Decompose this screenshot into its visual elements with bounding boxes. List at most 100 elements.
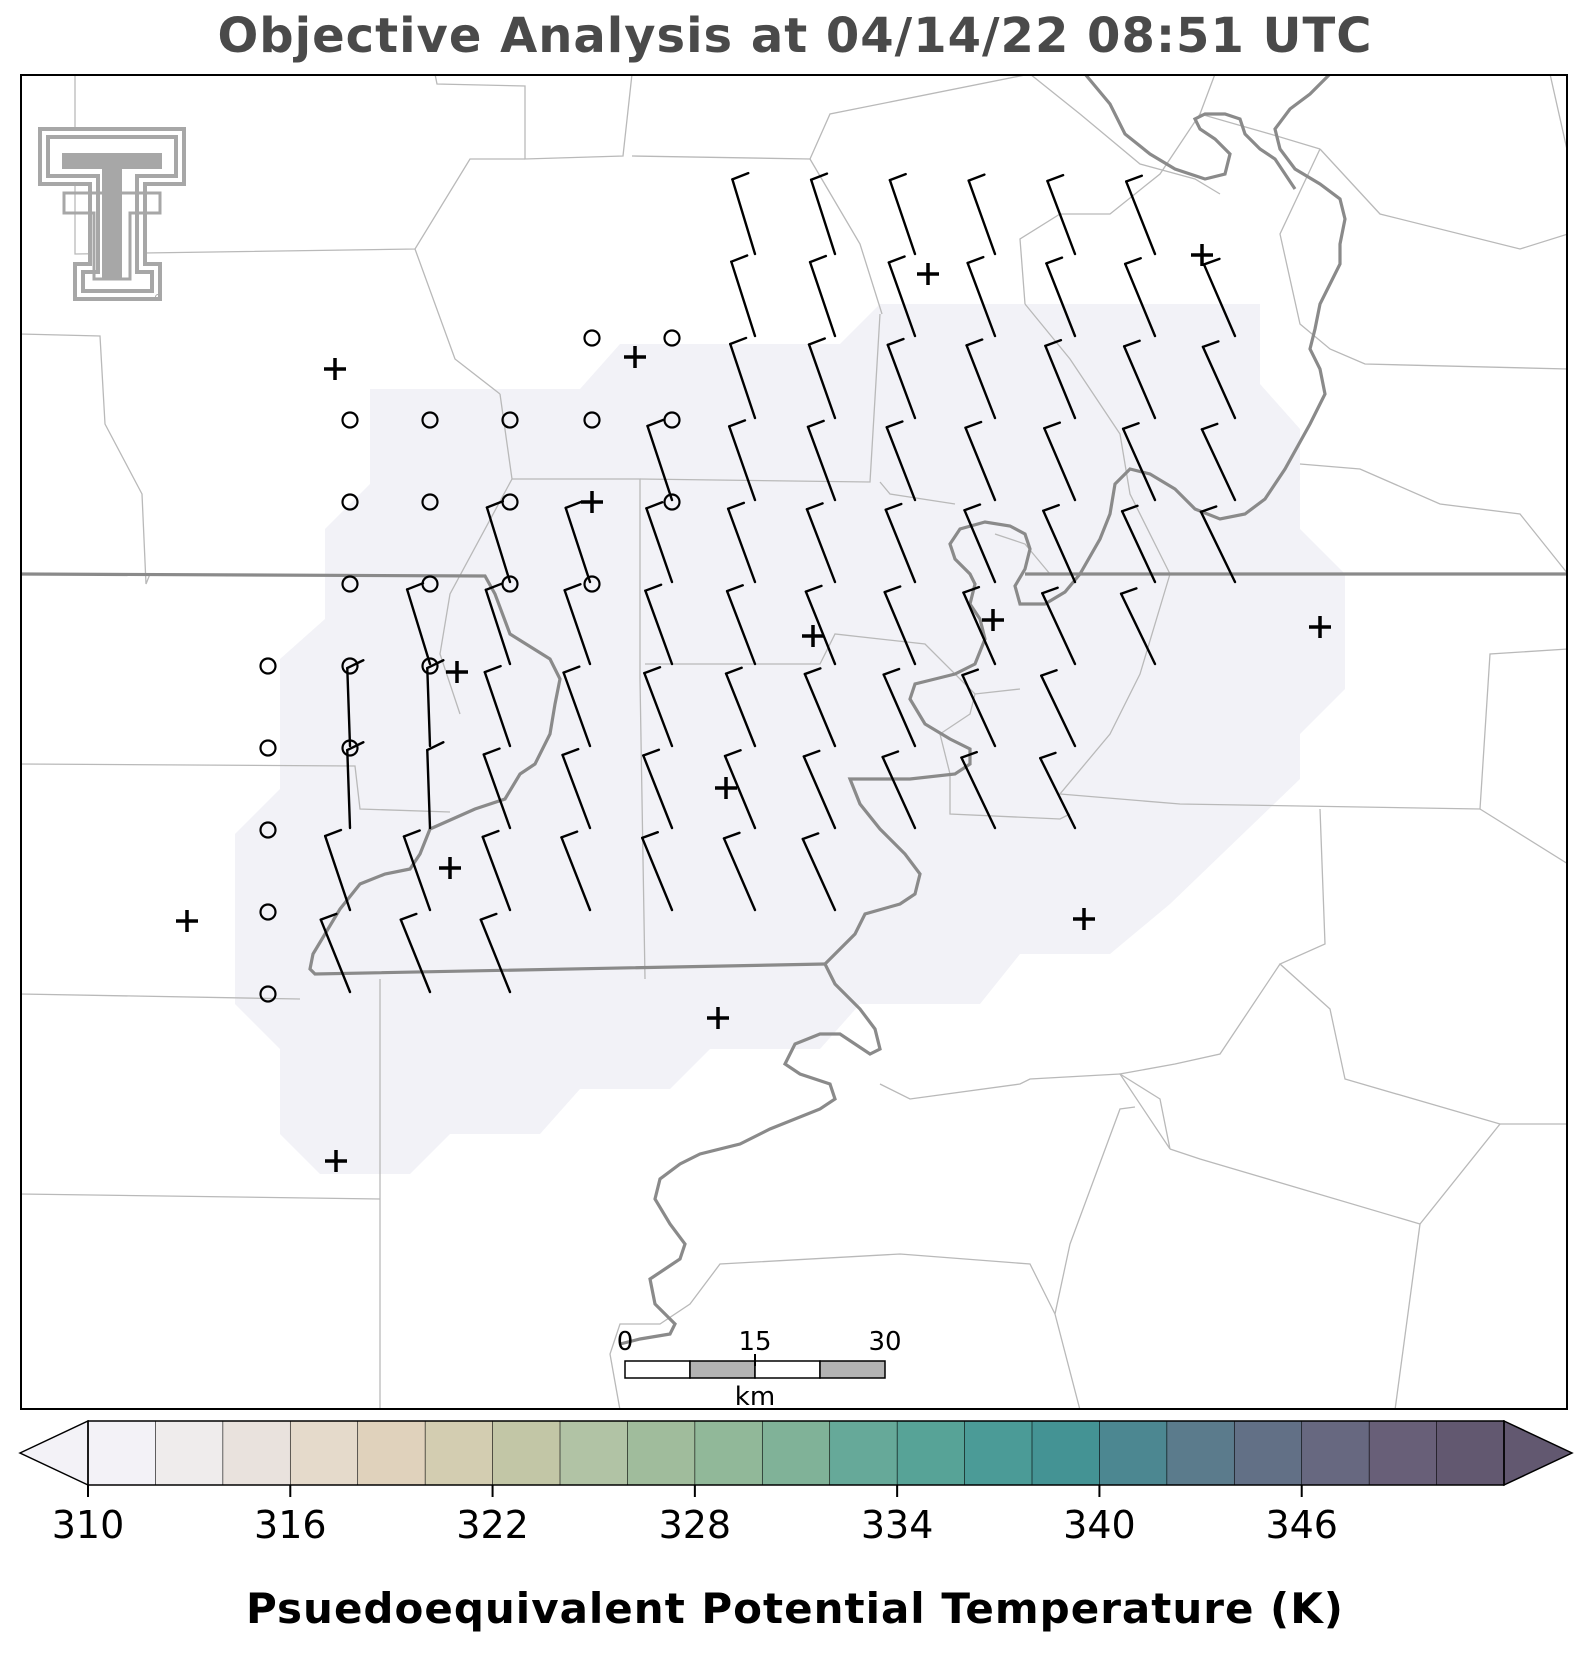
map-title: Objective Analysis at 04/14/22 08:51 UTC (217, 8, 1373, 64)
wind-barb-icon (323, 828, 352, 912)
wind-barb-icon (1122, 339, 1157, 420)
colorbar-tick-label: 340 (1063, 1503, 1136, 1547)
wind-barb-icon (802, 749, 837, 830)
plus-icon (624, 346, 646, 368)
wind-barb-icon (722, 831, 757, 912)
colorbar-cell (1368, 1420, 1438, 1486)
wind-barb-icon (1121, 422, 1157, 502)
colorbar-cell (1436, 1420, 1505, 1486)
wind-barb-icon (885, 420, 917, 502)
wind-barb-icon (725, 584, 757, 666)
circle-icon (259, 985, 277, 1003)
wind-barb-icon (963, 503, 997, 584)
colorbar-tick-label: 322 (456, 1503, 529, 1547)
colorbar-cell (964, 1420, 1033, 1486)
calm-station-markers (259, 329, 681, 1003)
wind-barb-icon (801, 832, 837, 912)
colorbar-cell (492, 1420, 561, 1486)
circle-icon (421, 493, 439, 511)
colorbar-cell (829, 1420, 898, 1486)
circle-icon (421, 657, 439, 675)
colorbar-cell (87, 1420, 157, 1486)
circle-icon (259, 821, 277, 839)
circle-icon (259, 739, 277, 757)
wind-barb-icon (1199, 505, 1237, 584)
colorbar-tick-label: 328 (659, 1503, 732, 1547)
wind-barb-icon (1045, 256, 1077, 338)
colorbar-tick-label: 346 (1265, 1503, 1338, 1547)
colorbar-cell (694, 1420, 764, 1486)
colorbar-cell (1166, 1420, 1236, 1486)
colorbar-cell (155, 1420, 224, 1486)
wind-barb-icon (402, 829, 432, 912)
colorbar-tick-label: 310 (52, 1503, 125, 1547)
circle-icon (341, 411, 359, 429)
wind-barb-icon (399, 912, 432, 994)
wind-barb-icon (483, 664, 512, 748)
wind-barb-icon (724, 666, 757, 748)
circle-icon (341, 575, 359, 593)
plus-icon (707, 1007, 729, 1029)
wind-barb-icon (1039, 751, 1077, 830)
circle-icon (341, 657, 359, 675)
wind-barb-icon (809, 172, 837, 256)
wind-barb-icon (803, 667, 837, 748)
state-boundaries (20, 74, 1568, 1346)
circle-icon (501, 411, 519, 429)
wind-barb-icon (644, 583, 674, 666)
wind-barb-icon (807, 337, 837, 420)
circle-icon (259, 903, 277, 921)
wind-barb-icon (730, 254, 757, 338)
scale-unit: km (735, 1382, 775, 1410)
wind-barb-icon (964, 420, 997, 502)
circle-icon (663, 411, 681, 429)
wind-barb-icon (645, 501, 674, 584)
wind-barb-icon (805, 502, 837, 584)
colorbar-tick-label: 316 (254, 1503, 327, 1547)
wind-barb-icon (731, 171, 757, 256)
wind-barb-icon (563, 582, 592, 666)
wind-barb-icon (960, 750, 997, 830)
wind-barbs (319, 171, 1237, 994)
colorbar-cell (761, 1420, 831, 1486)
circle-icon (259, 657, 277, 675)
wind-barb-icon (1041, 586, 1077, 666)
plus-icon (715, 777, 737, 799)
wind-barb-icon (1125, 174, 1157, 256)
wind-barb-icon (485, 500, 512, 584)
plus-icon (324, 358, 346, 380)
colorbar-extend-high (1503, 1420, 1574, 1487)
wind-barb-icon (967, 173, 997, 256)
wind-barb-icon (646, 418, 674, 502)
map-frame (20, 74, 1568, 1410)
wind-barb-icon (723, 749, 757, 830)
plus-icon (325, 1150, 347, 1172)
county-borders (20, 74, 1568, 1410)
wind-barb-icon (883, 585, 917, 666)
wind-barb-icon (966, 255, 997, 338)
wind-barb-icon (806, 419, 837, 502)
plus-icon (1191, 244, 1213, 266)
wind-barb-icon (727, 419, 757, 502)
wind-barb-icon (1043, 421, 1077, 502)
colorbar: 310 316 322 328 334 340 346 (18, 1420, 1574, 1547)
wind-barb-icon (965, 338, 997, 420)
scale-label-15: 15 (738, 1327, 771, 1357)
wind-barb-icon (888, 172, 917, 256)
station-markers (176, 244, 1331, 1172)
circle-icon (663, 329, 681, 347)
circle-icon (583, 411, 601, 429)
plus-icon (917, 263, 939, 285)
wind-barb-icon (426, 741, 445, 830)
circle-icon (663, 493, 681, 511)
colorbar-cell (357, 1420, 426, 1486)
colorbar-cell (222, 1420, 292, 1486)
plus-icon (446, 661, 468, 683)
wind-barb-icon (886, 337, 917, 420)
wind-barb-icon (562, 665, 592, 748)
scale-label-0: 0 (617, 1327, 634, 1357)
wind-barb-icon (641, 830, 674, 912)
wind-barb-icon (1123, 257, 1157, 338)
analysis-shaded-region (235, 304, 1345, 1174)
wind-barb-icon (1200, 422, 1237, 502)
